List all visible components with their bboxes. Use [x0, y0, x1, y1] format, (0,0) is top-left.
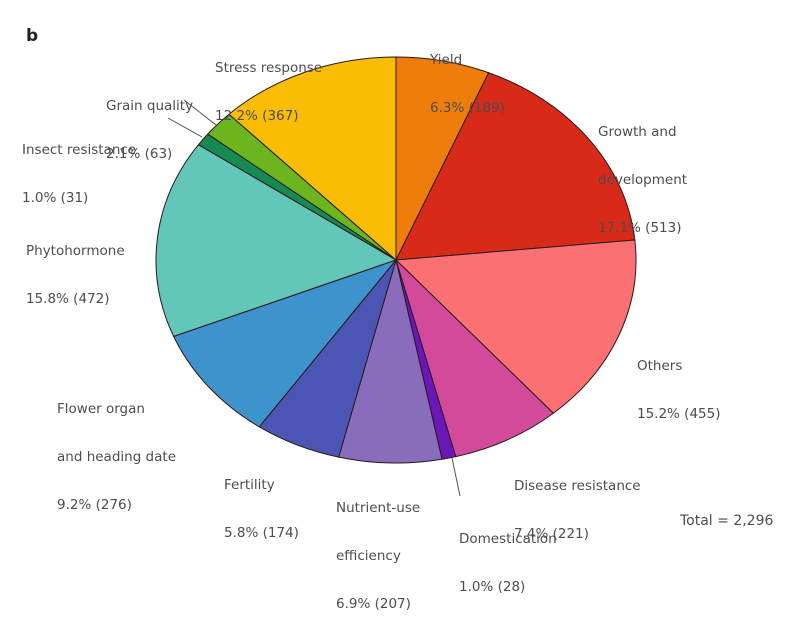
label-growth-and-development: Growth and development 17.1% (513) [598, 124, 688, 236]
leader-line-domestication [451, 457, 461, 497]
slice-disease-resistance [395, 259, 554, 458]
slice-nutrient-use-efficiency [338, 259, 443, 464]
pie-slices [155, 56, 637, 464]
slice-phytohormone [155, 144, 397, 337]
leader-line-grain-quality [183, 99, 217, 126]
slice-stress-response [228, 56, 397, 261]
label-fertility: Fertility 5.8% (174) [224, 477, 299, 541]
label-nutrient-use-efficiency: Nutrient-use efficiency 6.9% (207) [336, 500, 421, 612]
label-phytohormone: Phytohormone 15.8% (472) [26, 243, 125, 307]
total-label: Total = 2,296 [680, 513, 774, 529]
slice-others [395, 239, 637, 414]
leader-lines [167, 99, 461, 497]
pie-chart [155, 56, 637, 497]
label-others: Others 15.2% (455) [637, 358, 721, 422]
leader-line-insect-resistance [167, 117, 203, 138]
slice-flower-organ-and-heading-date [173, 259, 397, 428]
label-yield: Yield 6.3% (189) [430, 52, 505, 116]
label-domestication: Domestication 1.0% (28) [459, 531, 557, 595]
label-insect-resistance: Insect resistance 1.0% (31) [22, 142, 137, 206]
slice-growth-and-development [395, 72, 636, 261]
label-stress-response: Stress response 12.2% (367) [215, 60, 323, 124]
label-grain-quality: Grain quality 2.1% (63) [106, 98, 194, 162]
label-flower-organ-and-heading-date: Flower organ and heading date 9.2% (276) [57, 401, 177, 513]
panel-label: b [26, 26, 39, 46]
